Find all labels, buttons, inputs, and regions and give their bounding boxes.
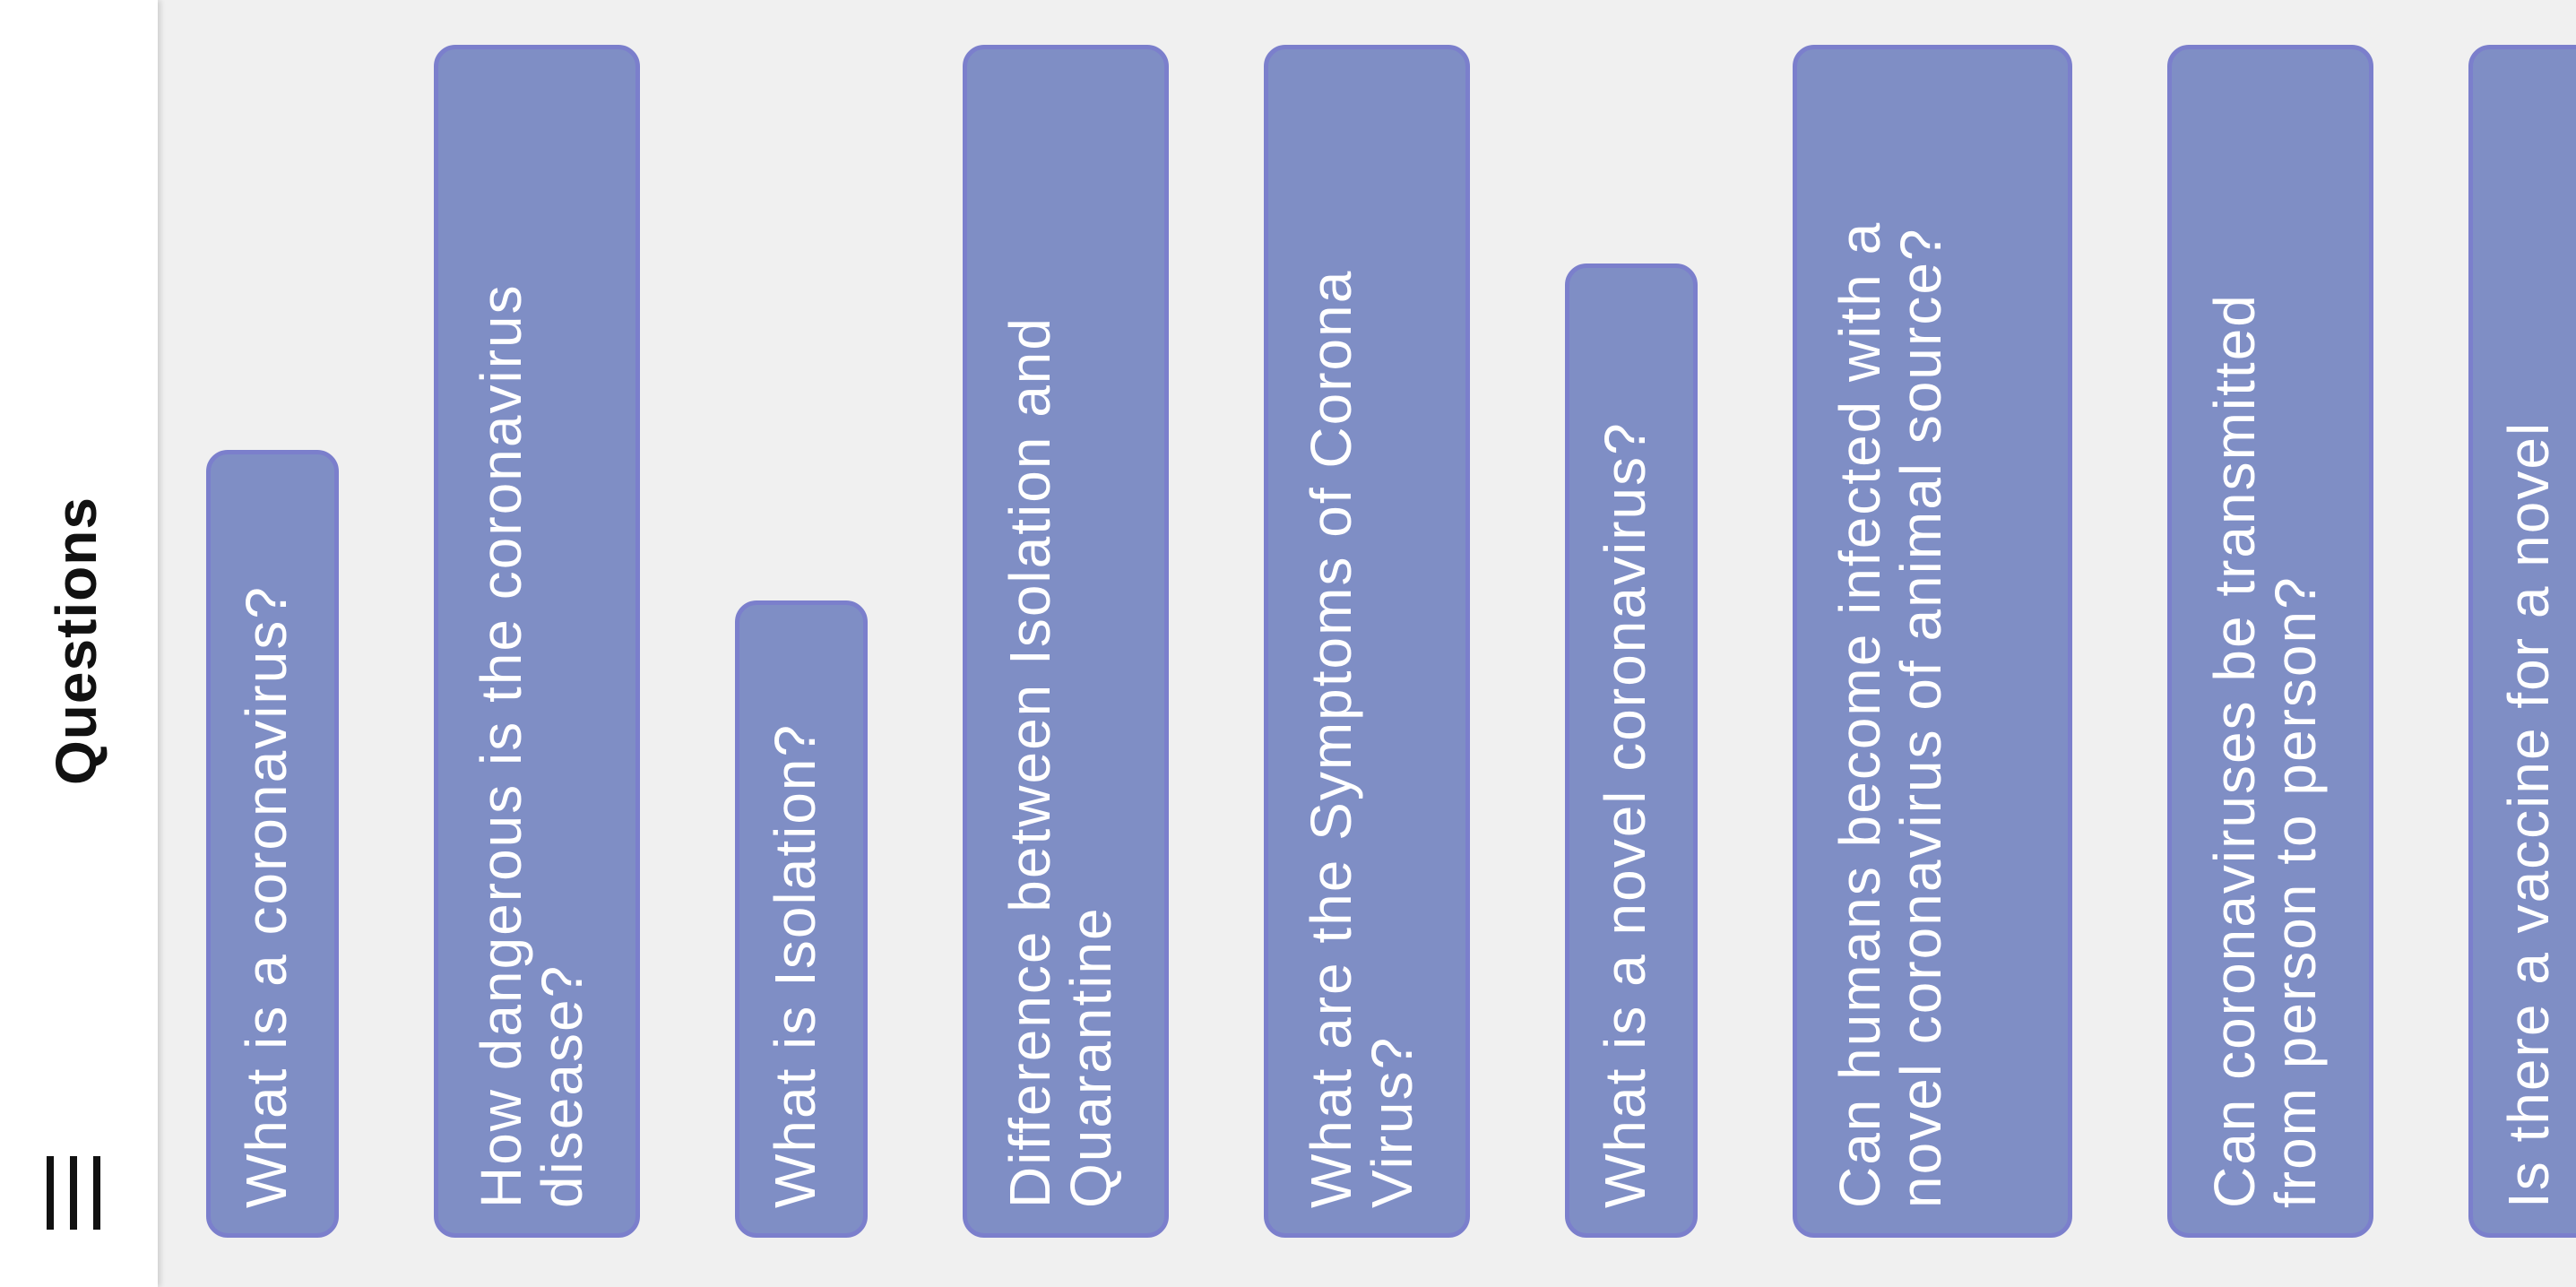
question-text: What is a novel coronavirus? [1593,421,1657,1208]
question-card[interactable]: How dangerous is the coronavirus disease… [434,45,640,1238]
question-card[interactable]: What is a coronavirus? [206,450,339,1238]
menu-bar-line [47,1156,54,1230]
question-line: from person to person? [2263,575,2328,1208]
question-text: What is a coronavirus? [234,585,298,1208]
app-bar: Questions [0,0,158,1287]
question-line: disease? [530,963,594,1208]
question-card[interactable]: What is a novel coronavirus? [1565,263,1698,1238]
question-card[interactable]: Is there a vaccine for a novel [2468,45,2576,1238]
menu-bar-line [70,1156,77,1230]
question-line: What is Isolation? [763,722,827,1208]
question-line: Difference between Isolation and [998,316,1062,1208]
question-line: What are the Symptoms of Corona [1299,269,1363,1208]
question-text: Difference between Isolation and Quarant… [998,316,1123,1208]
question-list[interactable]: What is a coronavirus? How dangerous is … [158,0,2576,1287]
question-line: novel coronavirus of animal source? [1889,227,1953,1208]
question-line: What is a coronavirus? [234,585,298,1208]
question-text: Can humans become infected with a novel … [1828,220,1953,1208]
question-text: What are the Symptoms of Corona Virus? [1299,269,1424,1208]
question-line: Can coronaviruses be transmitted [2202,293,2267,1208]
menu-bar-line [93,1156,100,1230]
question-text: Can coronaviruses be transmitted from pe… [2202,293,2328,1208]
menu-icon[interactable] [47,1156,100,1230]
question-line: How dangerous is the coronavirus [469,283,533,1208]
question-line: What is a novel coronavirus? [1593,421,1657,1208]
page-title: Questions [44,497,108,785]
question-card[interactable]: What is Isolation? [735,600,868,1238]
question-line: Quarantine [1059,906,1123,1208]
question-line: Is there a vaccine for a novel [2496,420,2561,1208]
question-card[interactable]: Difference between Isolation and Quarant… [963,45,1169,1238]
question-text: How dangerous is the coronavirus disease… [469,283,594,1208]
question-card[interactable]: Can humans become infected with a novel … [1793,45,2072,1238]
question-card[interactable]: Can coronaviruses be transmitted from pe… [2167,45,2373,1238]
question-line: Can humans become infected with a [1828,220,1892,1208]
question-card[interactable]: What are the Symptoms of Corona Virus? [1264,45,1470,1238]
question-text: Is there a vaccine for a novel [2496,420,2561,1208]
question-line: Virus? [1360,1035,1424,1208]
question-text: What is Isolation? [763,722,827,1208]
